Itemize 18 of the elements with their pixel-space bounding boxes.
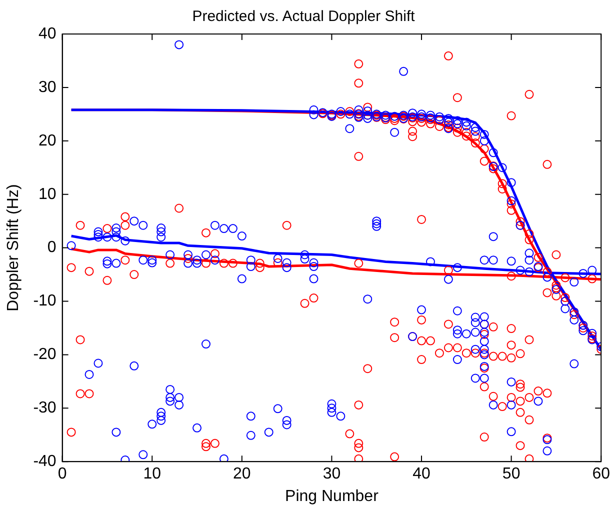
x-tick-label: 30	[322, 466, 341, 483]
x-tick-label: 60	[592, 466, 610, 483]
y-tick-label: 20	[38, 132, 56, 150]
x-tick-label: 10	[143, 466, 162, 483]
x-tick-label: 20	[233, 466, 251, 483]
y-axis-title: Doppler Shift (Hz)	[5, 184, 22, 312]
y-tick-label: -20	[33, 346, 56, 364]
y-tick-label: 30	[38, 78, 56, 96]
y-tick-label: 0	[47, 239, 56, 256]
x-tick-label: 40	[412, 466, 431, 483]
x-axis-title: Ping Number	[285, 488, 380, 505]
x-tick-label: 50	[502, 466, 520, 483]
y-tick-label: -10	[33, 292, 56, 310]
y-tick-label: 10	[38, 186, 56, 203]
y-tick-label: -30	[33, 400, 56, 417]
y-tick-label: -40	[33, 453, 56, 470]
y-tick-label: 40	[38, 25, 56, 42]
chart-title: Predicted vs. Actual Doppler Shift	[192, 8, 416, 26]
